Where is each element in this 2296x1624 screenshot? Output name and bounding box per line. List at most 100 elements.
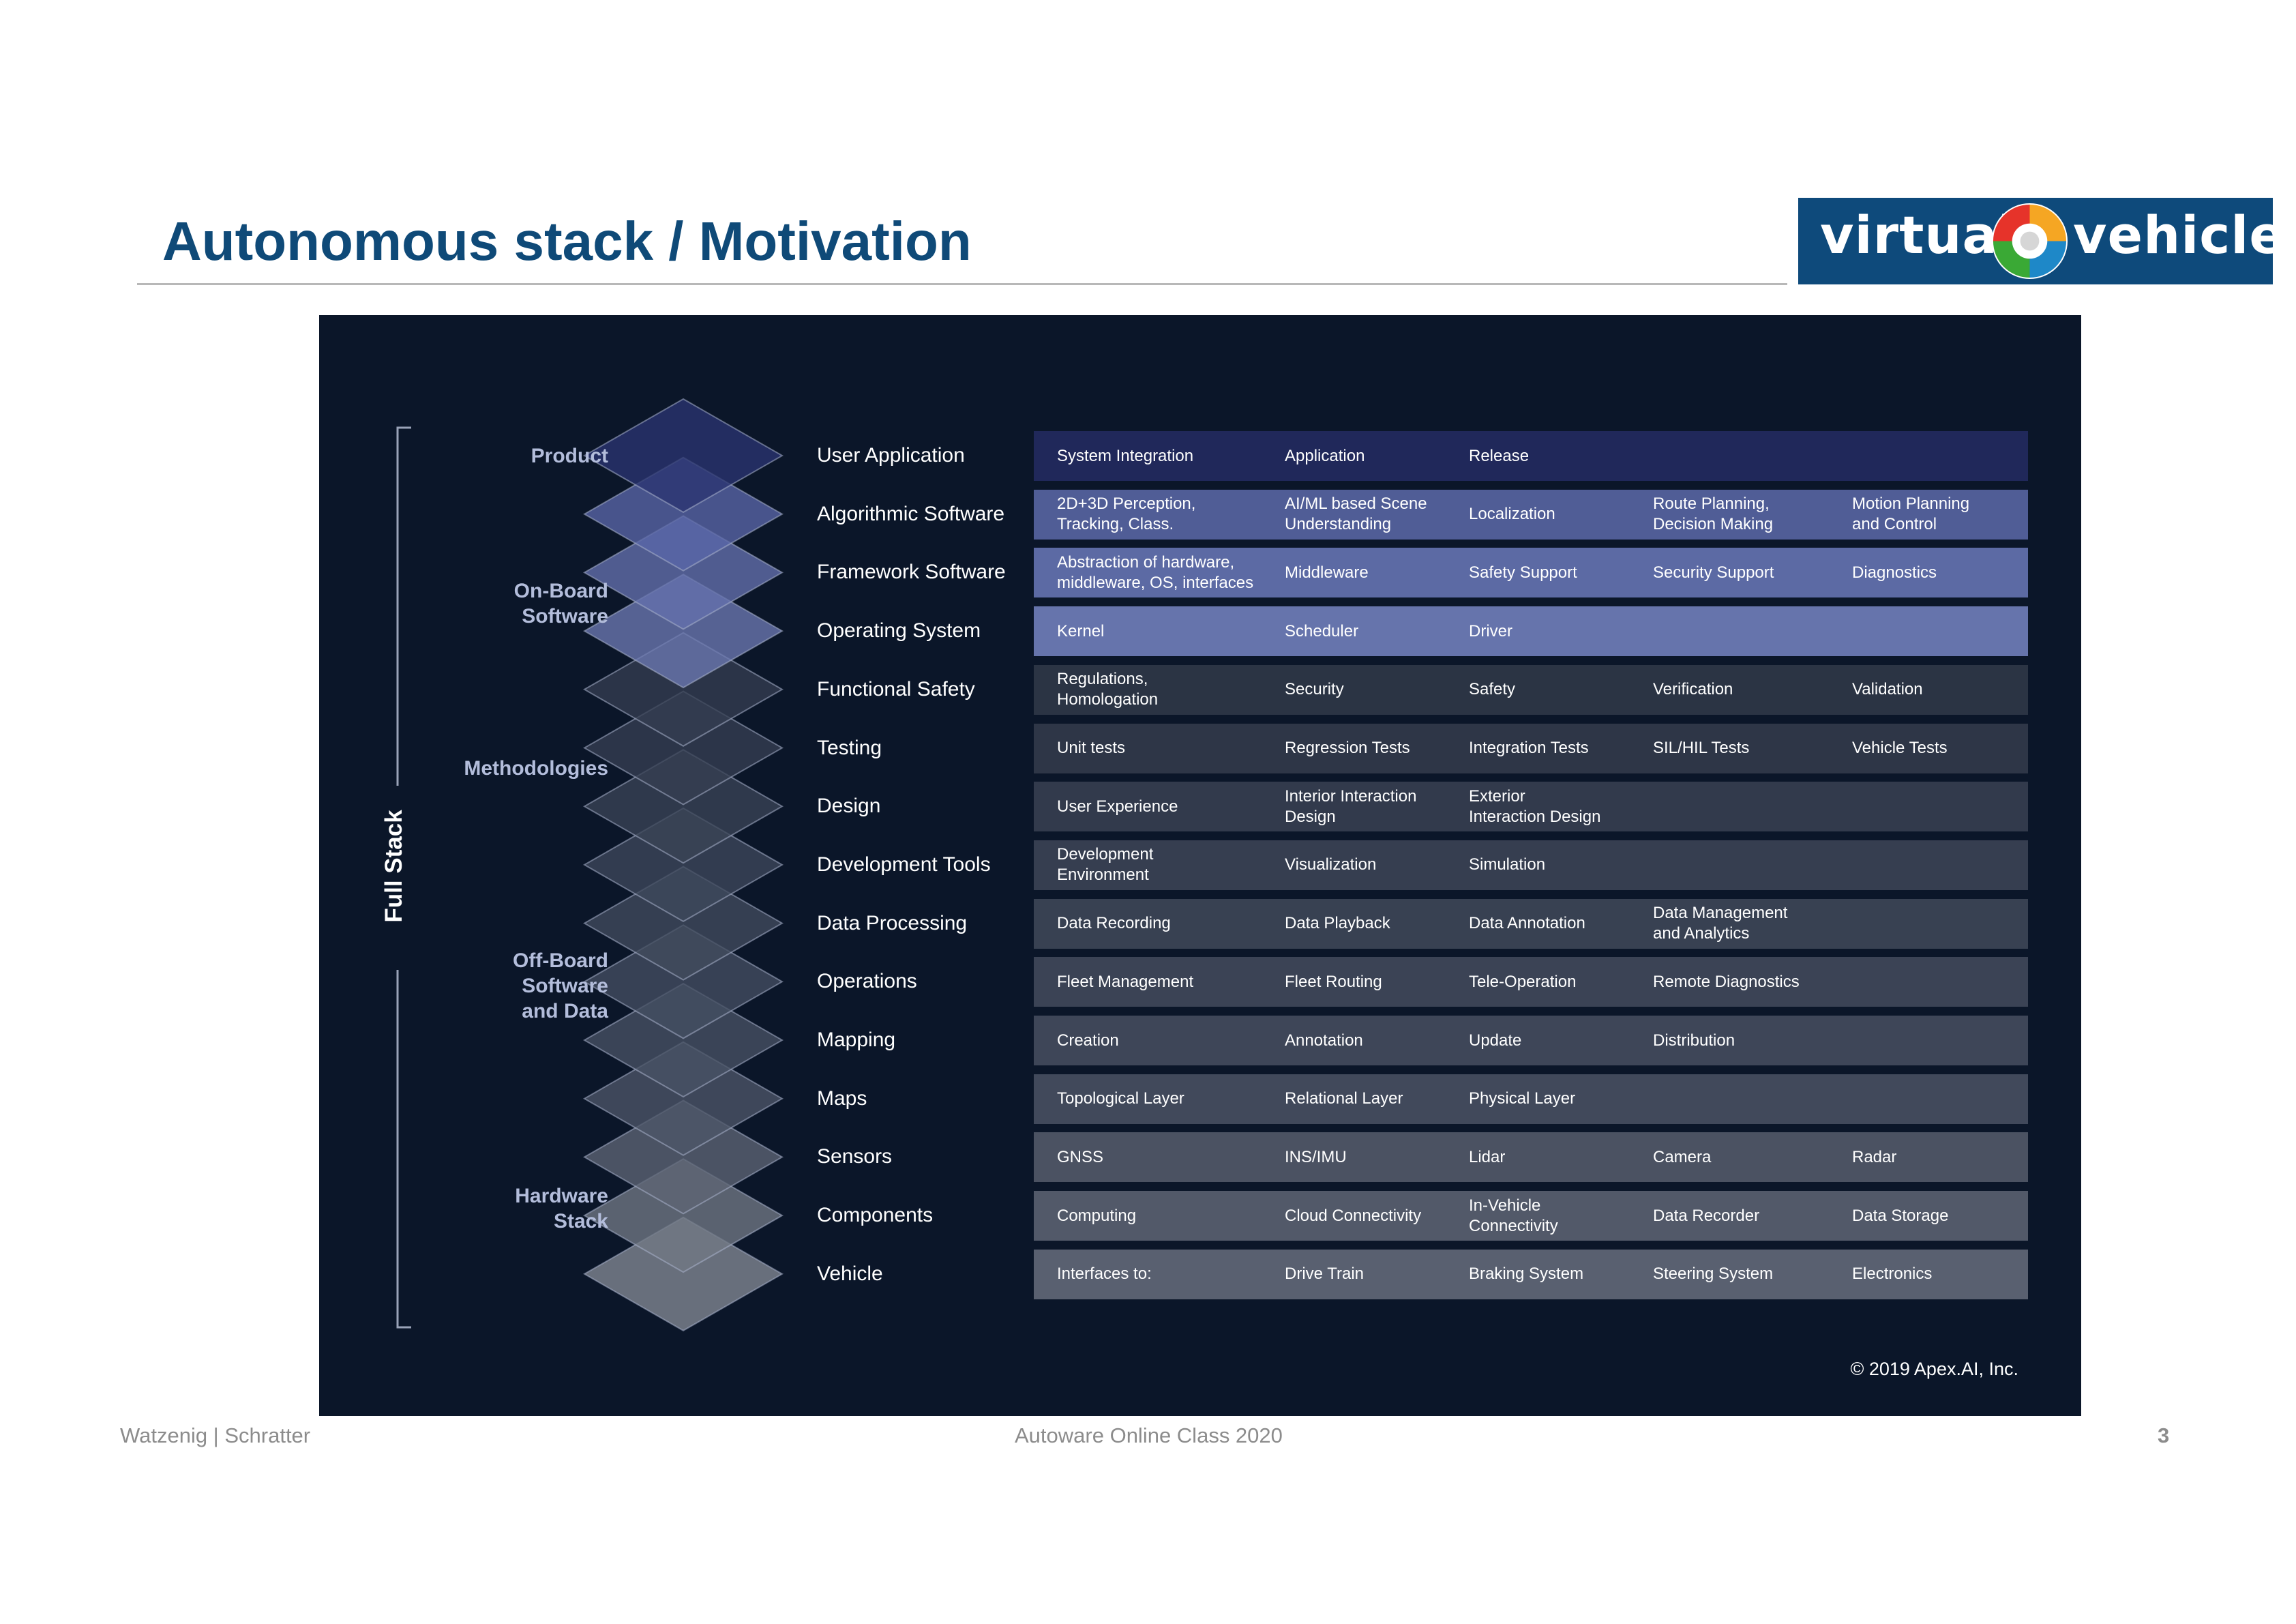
layer-cell: Data Annotation <box>1469 914 1585 933</box>
layer-row: Creation Annotation Update Distribution <box>1034 1016 2028 1065</box>
layer-diamond <box>582 1099 784 1215</box>
layer-cell: Localization <box>1469 505 1555 524</box>
layer-row: Computing Cloud Connectivity In-Vehicle Co… <box>1034 1191 2028 1241</box>
layer-cell: Radar <box>1852 1147 1897 1166</box>
layer-row: System Integration Application Release <box>1034 431 2028 481</box>
layer-diamond <box>582 573 784 689</box>
logo-wheel-icon <box>1991 203 2068 280</box>
layer-cell: Regression Tests <box>1285 739 1410 757</box>
layer-cell: Fleet Management <box>1057 972 1194 991</box>
layer-cell: Interfaces to: <box>1057 1265 1152 1284</box>
category-methodologies: Methodologies <box>464 757 608 780</box>
category-hardware-stack: Hardware Stack <box>515 1185 608 1232</box>
layer-cell: Simulation <box>1469 855 1546 874</box>
layer-stack-graphic <box>396 398 784 1331</box>
layer-row: Regulations, Homologation Security Safety V… <box>1034 664 2028 715</box>
layer-cell: Creation <box>1057 1031 1119 1050</box>
layer-name: Development Tools <box>817 853 991 876</box>
layer-row: Unit tests Regression Tests Integration Te… <box>1034 723 2028 773</box>
layer-diamond <box>582 982 784 1098</box>
full-stack-bracket <box>396 426 411 1329</box>
layer-cell: Remote Diagnostics <box>1653 972 1800 991</box>
layer-cell: Physical Layer <box>1469 1089 1576 1108</box>
layer-cell: Development Environment <box>1057 845 1154 885</box>
virtual-vehicle-logo: virtual vehicle <box>1798 198 2284 284</box>
layer-name: Operating System <box>817 619 981 643</box>
layer-row: Abstraction of hardware, middleware, OS,… <box>1034 548 2028 598</box>
layer-name: Design <box>817 795 881 818</box>
layer-cell: Safety Support <box>1469 563 1577 582</box>
layer-cell: Electronics <box>1852 1265 1933 1284</box>
layer-row: User Experience Interior Interaction Desi… <box>1034 782 2028 832</box>
layer-row: Fleet Management Fleet Routing Tele-Operat… <box>1034 957 2028 1007</box>
category-off-board-software-and-data: Off-Board Software and Data <box>513 949 608 1022</box>
layer-cell: Application <box>1285 446 1365 465</box>
layer-cell: Vehicle Tests <box>1852 739 1948 757</box>
layer-cell: Data Recorder <box>1653 1206 1760 1225</box>
layer-cell: Validation <box>1852 680 1923 699</box>
layer-row: Kernel Scheduler Driver <box>1034 606 2028 657</box>
layer-cell: Diagnostics <box>1852 563 1937 582</box>
layer-name: Framework Software <box>817 561 1006 584</box>
layer-cell: Cloud Connectivity <box>1285 1206 1422 1225</box>
layer-cell: Integration Tests <box>1469 739 1589 757</box>
layer-cell: Motion Planning and Control <box>1852 494 1970 534</box>
layer-name: Operations <box>817 970 917 993</box>
layer-cell: Data Storage <box>1852 1206 1949 1225</box>
layer-name: Components <box>817 1204 934 1227</box>
layer-cell: Release <box>1469 446 1530 465</box>
layer-name: Maps <box>817 1087 867 1110</box>
layer-cell: System Integration <box>1057 446 1194 465</box>
layer-row: Interfaces to: Drive Train Braking System S… <box>1034 1249 2028 1299</box>
layer-cell: Drive Train <box>1285 1265 1365 1284</box>
footer-course: Autoware Online Class 2020 <box>1015 1423 1283 1447</box>
copyright-note: © 2019 Apex.AI, Inc. <box>1850 1359 2018 1379</box>
layer-cell: Kernel <box>1057 621 1105 640</box>
layer-name: Functional Safety <box>817 677 975 700</box>
layer-diamond <box>582 807 784 923</box>
layer-diamond <box>582 456 784 572</box>
layer-cell: AI/ML based Scene Understanding <box>1285 494 1427 534</box>
layer-diamond <box>582 749 784 864</box>
page-number: 3 <box>2158 1423 2170 1447</box>
layer-cell: Verification <box>1653 680 1733 699</box>
category-on-board-software: On-Board Software <box>513 580 608 628</box>
layer-cell: 2D+3D Perception, Tracking, Class. <box>1057 494 1196 534</box>
layer-cell: Annotation <box>1285 1031 1363 1050</box>
layer-cell: Topological Layer <box>1057 1089 1184 1108</box>
layer-cell: SIL/HIL Tests <box>1653 739 1750 757</box>
layer-cell: In-Vehicle Connectivity <box>1469 1196 1558 1235</box>
layer-cell: Interior Interaction Design <box>1285 786 1417 826</box>
layer-cell: Middleware <box>1285 563 1369 582</box>
layer-cell: Camera <box>1653 1147 1712 1166</box>
layer-name: Data Processing <box>817 911 968 934</box>
layer-name: User Application <box>817 444 965 467</box>
layer-diamond <box>582 690 784 806</box>
layer-name: Testing <box>817 736 882 759</box>
layer-cell: Route Planning, Decision Making <box>1653 494 1774 534</box>
autonomous-stack-diagram: Product On-Board Software Methodologies … <box>319 315 2081 1416</box>
layer-cell: Visualization <box>1285 855 1377 874</box>
layer-cell: GNSS <box>1057 1147 1104 1166</box>
layer-cell: Steering System <box>1653 1265 1774 1284</box>
layer-cell: Fleet Routing <box>1285 972 1382 991</box>
layer-cell: Abstraction of hardware, middleware, OS,… <box>1057 552 1254 592</box>
layer-cell: Data Playback <box>1285 914 1390 933</box>
layer-name: Vehicle <box>817 1262 883 1285</box>
layer-diamond <box>582 1041 784 1156</box>
category-product: Product <box>531 445 608 467</box>
layer-row: Data Recording Data Playback Data Annotati… <box>1034 898 2028 949</box>
layer-cell: Update <box>1469 1031 1522 1050</box>
layer-cell: Scheduler <box>1285 621 1359 640</box>
logo-word-right: vehicle <box>2073 205 2285 265</box>
layer-diamond <box>582 924 784 1039</box>
layer-cell: Computing <box>1057 1206 1137 1225</box>
footer-authors: Watzenig | Schratter <box>120 1423 311 1447</box>
layer-cell: User Experience <box>1057 797 1178 816</box>
layer-cell: Safety <box>1469 680 1516 699</box>
title-divider <box>137 283 1787 285</box>
layer-diamond <box>582 515 784 630</box>
layer-cell: Data Management and Analytics <box>1653 904 1788 943</box>
layer-name: Mapping <box>817 1029 896 1051</box>
layer-cell: Tele-Operation <box>1469 972 1577 991</box>
